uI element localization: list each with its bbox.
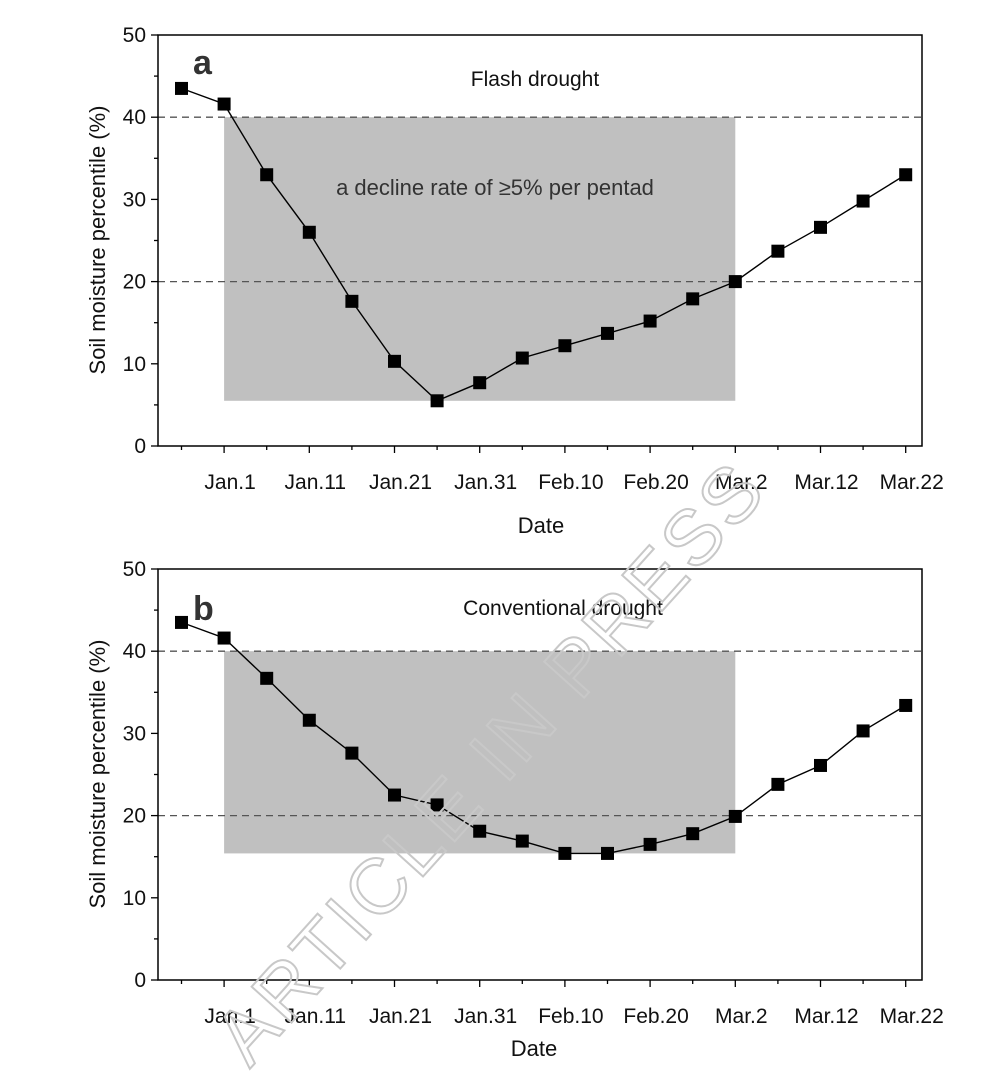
panel-b-series-line (181, 621, 907, 855)
data-point-marker (302, 225, 316, 239)
data-point-marker (345, 294, 359, 308)
y-tick-label: 30 (123, 188, 146, 211)
data-point-marker (217, 97, 231, 111)
data-point-marker (771, 244, 785, 258)
data-point-marker (643, 314, 657, 328)
x-tick-label: Jan.1 (204, 471, 255, 494)
panel-b-x-axis-label: Date (511, 1036, 557, 1061)
x-tick-label: Mar.12 (794, 1005, 858, 1028)
data-point-marker (728, 809, 742, 823)
data-point-marker (473, 824, 487, 838)
x-tick-label: Feb.20 (623, 1005, 688, 1028)
data-point-marker (856, 194, 870, 208)
data-point-marker (515, 834, 529, 848)
x-tick-label: Jan.11 (285, 1005, 347, 1028)
panel-a-markers (175, 81, 913, 408)
x-tick-label: Feb.20 (623, 471, 688, 494)
x-tick-label: Jan.1 (204, 1005, 255, 1028)
panel-b-chart: 0 10 20 30 40 50 Jan.1 Jan.11 Jan.21 Jan.31 Feb.1… (85, 558, 944, 1061)
x-tick-label: Mar.12 (794, 471, 858, 494)
panel-b-letter: b (193, 590, 214, 628)
x-tick-label: Mar.22 (880, 1005, 944, 1028)
data-point-marker (388, 354, 401, 368)
y-tick-label: 20 (123, 271, 146, 294)
panel-b-threshold-lines (158, 650, 922, 817)
panel-a-y-axis: 0 10 20 30 40 50 (123, 24, 158, 458)
y-tick-label: 30 (123, 722, 146, 745)
x-tick-label: Feb.10 (538, 1005, 603, 1028)
panel-a-threshold-lines (158, 116, 922, 283)
data-point-marker (899, 168, 913, 182)
panel-b-title: Conventional drought (463, 597, 663, 620)
x-tick-label: Mar.2 (715, 1005, 768, 1028)
data-point-marker (814, 220, 827, 234)
data-point-marker (473, 376, 487, 390)
panel-a-letter: a (193, 44, 213, 82)
x-tick-label: Jan.21 (369, 1005, 432, 1028)
y-tick-label: 0 (134, 969, 146, 992)
panel-b-x-axis: Jan.1 Jan.11 Jan.21 Jan.31 Feb.10 Feb.20 Mar.2… (180, 980, 944, 1028)
data-point-marker (175, 615, 188, 629)
y-tick-label: 0 (134, 435, 146, 458)
panel-a-series-line (181, 87, 907, 402)
data-point-marker (686, 827, 700, 841)
y-tick-label: 50 (123, 558, 146, 581)
panel-a-title: Flash drought (471, 68, 600, 91)
data-point-marker (601, 326, 614, 340)
data-point-marker (643, 837, 657, 851)
data-point-marker (515, 351, 529, 365)
data-point-marker (899, 698, 913, 712)
data-point-marker (175, 81, 188, 95)
panel-a-annotation: a decline rate of ≥5% per pentad (336, 175, 654, 200)
x-tick-label: Jan.11 (285, 471, 347, 494)
data-point-marker (686, 292, 700, 306)
data-point-marker (430, 394, 444, 408)
panel-b-y-axis: 0 10 20 30 40 50 (123, 558, 158, 992)
x-tick-label: Mar.2 (715, 471, 768, 494)
data-point-marker (260, 168, 274, 182)
data-point-marker (388, 788, 401, 802)
panel-a-x-axis: Jan.1 Jan.11 Jan.21 Jan.31 Feb.10 Feb.20 Mar.2… (180, 446, 944, 494)
panel-a-chart: 0 10 20 30 40 50 Jan.1 Jan.11 Jan.21 Jan.31 Feb.1… (85, 24, 944, 538)
x-tick-label: Jan.31 (454, 471, 517, 494)
panel-b-y-axis-label: Soil moisture percentile (%) (85, 640, 110, 909)
y-tick-label: 50 (123, 24, 146, 47)
y-tick-label: 10 (123, 887, 146, 910)
data-point-marker (302, 713, 316, 727)
y-tick-label: 40 (123, 106, 146, 129)
y-tick-label: 10 (123, 353, 146, 376)
panel-a-y-axis-label: Soil moisture percentile (%) (85, 106, 110, 375)
panel-a-x-axis-label: Date (518, 513, 564, 538)
data-point-marker (217, 631, 231, 645)
y-tick-label: 20 (123, 805, 146, 828)
panel-a-shaded-region (224, 117, 736, 401)
data-point-marker (601, 846, 614, 860)
data-point-marker (260, 671, 274, 685)
data-point-marker (771, 777, 785, 791)
data-point-marker (558, 339, 572, 353)
x-tick-label: Mar.22 (880, 471, 944, 494)
x-tick-label: Jan.31 (454, 1005, 517, 1028)
data-point-marker (558, 846, 572, 860)
panel-b-markers (175, 615, 913, 860)
data-point-marker (430, 798, 444, 812)
panel-b-shaded-region (224, 651, 736, 854)
data-point-marker (856, 724, 870, 738)
data-point-marker (814, 758, 827, 772)
x-tick-label: Feb.10 (538, 471, 603, 494)
y-tick-label: 40 (123, 640, 146, 663)
x-tick-label: Jan.21 (369, 471, 432, 494)
data-point-marker (728, 275, 742, 289)
data-point-marker (345, 746, 359, 760)
